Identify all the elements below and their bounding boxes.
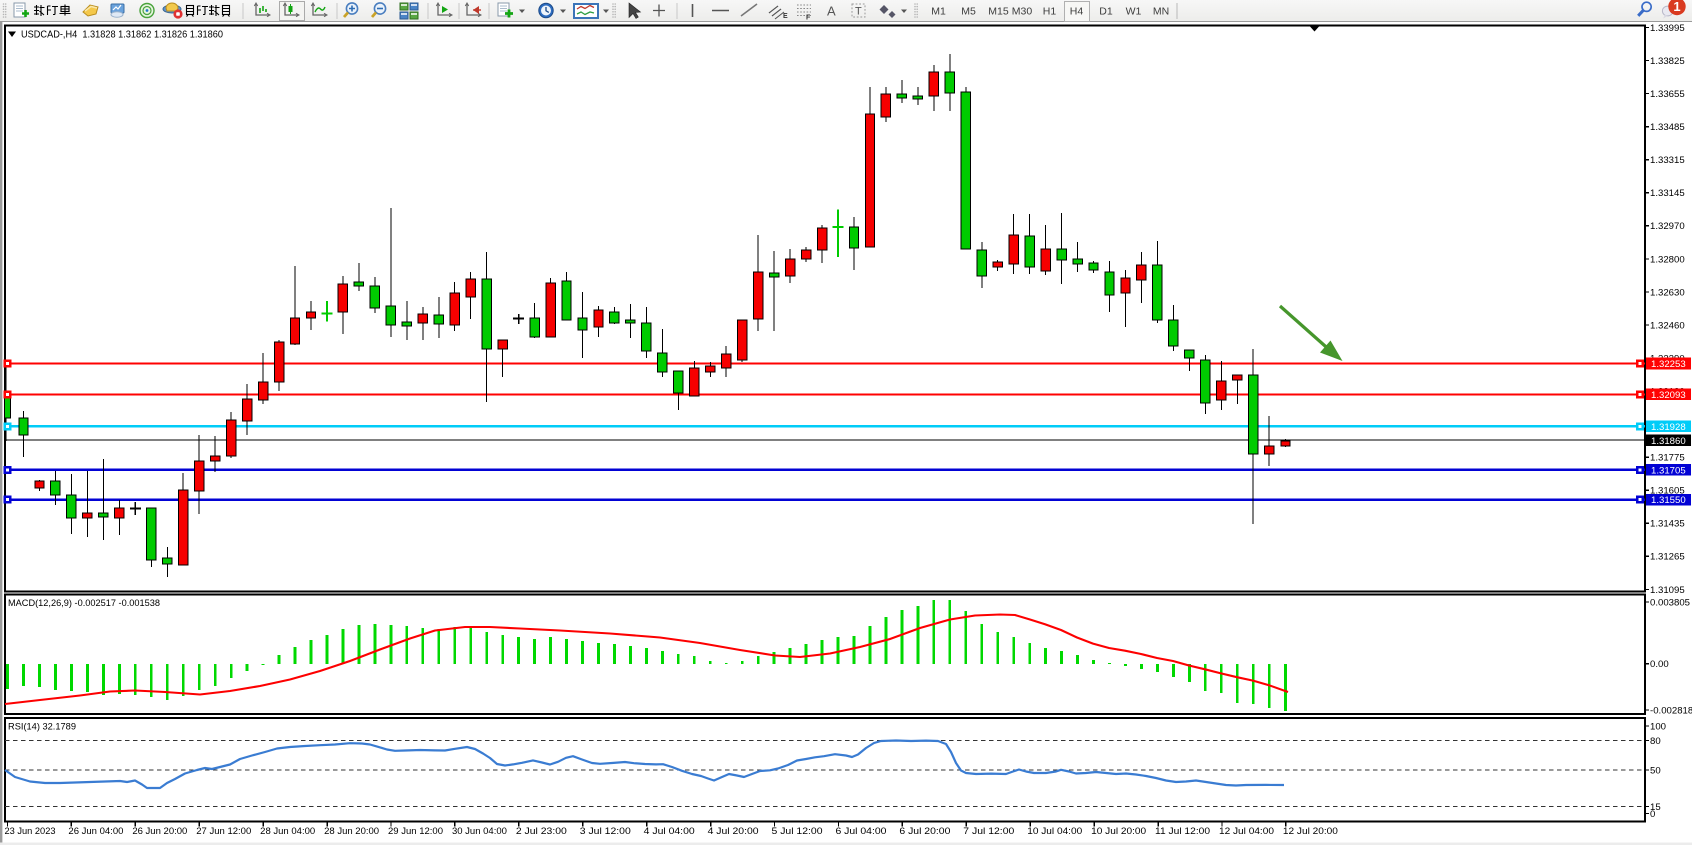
svg-text:6 Jul 04:00: 6 Jul 04:00 bbox=[835, 826, 886, 837]
svg-text:0.00: 0.00 bbox=[1650, 659, 1669, 670]
svg-text:0.003805: 0.003805 bbox=[1650, 597, 1690, 608]
svg-text:2 Jul 23:00: 2 Jul 23:00 bbox=[516, 826, 567, 837]
svg-text:1.32093: 1.32093 bbox=[1651, 390, 1686, 401]
svg-text:15: 15 bbox=[1650, 802, 1661, 813]
svg-text:RSI(14) 32.1789: RSI(14) 32.1789 bbox=[8, 722, 76, 733]
svg-text:23 Jun 2023: 23 Jun 2023 bbox=[5, 826, 56, 837]
svg-text:12 Jul 04:00: 12 Jul 04:00 bbox=[1219, 826, 1274, 837]
svg-text:MACD(12,26,9) -0.002517 -0.001: MACD(12,26,9) -0.002517 -0.001538 bbox=[8, 598, 160, 609]
svg-text:H1: H1 bbox=[1043, 6, 1057, 18]
svg-text:4 Jul 04:00: 4 Jul 04:00 bbox=[644, 826, 695, 837]
svg-text:0: 0 bbox=[1650, 809, 1655, 820]
svg-text:10 Jul 04:00: 10 Jul 04:00 bbox=[1027, 826, 1082, 837]
svg-text:E: E bbox=[783, 13, 788, 20]
svg-text:1.31265: 1.31265 bbox=[1650, 552, 1685, 563]
svg-text:USDCAD-,H4 1.31828 1.31862 1.: USDCAD-,H4 1.31828 1.31862 1.31826 1.318… bbox=[21, 30, 223, 41]
svg-text:M15: M15 bbox=[988, 6, 1009, 18]
svg-text:6 Jul 20:00: 6 Jul 20:00 bbox=[899, 826, 950, 837]
svg-text:-0.002818: -0.002818 bbox=[1650, 705, 1692, 716]
svg-text:1: 1 bbox=[1673, 0, 1680, 14]
svg-text:11 Jul 12:00: 11 Jul 12:00 bbox=[1155, 826, 1210, 837]
svg-text:80: 80 bbox=[1650, 736, 1661, 747]
svg-text:1.33655: 1.33655 bbox=[1650, 89, 1685, 100]
svg-text:12 Jul 20:00: 12 Jul 20:00 bbox=[1283, 826, 1338, 837]
svg-text:D1: D1 bbox=[1099, 6, 1113, 18]
svg-text:M30: M30 bbox=[1012, 6, 1033, 18]
svg-text:F: F bbox=[806, 15, 811, 22]
svg-text:1.32630: 1.32630 bbox=[1650, 287, 1685, 298]
svg-text:W1: W1 bbox=[1126, 6, 1142, 18]
svg-text:1.32800: 1.32800 bbox=[1650, 254, 1685, 265]
svg-text:1.32253: 1.32253 bbox=[1651, 359, 1686, 370]
svg-text:1.31775: 1.31775 bbox=[1650, 453, 1685, 464]
svg-text:27 Jun 12:00: 27 Jun 12:00 bbox=[196, 826, 251, 837]
svg-text:50: 50 bbox=[1650, 765, 1661, 776]
svg-text:10 Jul 20:00: 10 Jul 20:00 bbox=[1091, 826, 1146, 837]
svg-text:30 Jun 04:00: 30 Jun 04:00 bbox=[452, 826, 507, 837]
svg-text:1.33485: 1.33485 bbox=[1650, 122, 1685, 133]
svg-text:M1: M1 bbox=[931, 6, 946, 18]
svg-text:7 Jul 12:00: 7 Jul 12:00 bbox=[963, 826, 1014, 837]
svg-text:M5: M5 bbox=[961, 6, 976, 18]
svg-text:1.33145: 1.33145 bbox=[1650, 188, 1685, 199]
svg-text:1.31705: 1.31705 bbox=[1651, 466, 1686, 477]
svg-text:3 Jul 12:00: 3 Jul 12:00 bbox=[580, 826, 631, 837]
svg-text:28 Jun 04:00: 28 Jun 04:00 bbox=[260, 826, 315, 837]
svg-text:1.32970: 1.32970 bbox=[1650, 221, 1685, 232]
svg-text:1.33995: 1.33995 bbox=[1650, 23, 1685, 34]
svg-text:29 Jun 12:00: 29 Jun 12:00 bbox=[388, 826, 443, 837]
svg-text:1.31095: 1.31095 bbox=[1650, 585, 1685, 596]
svg-text:H4: H4 bbox=[1070, 6, 1084, 18]
svg-text:1.33825: 1.33825 bbox=[1650, 56, 1685, 67]
svg-text:1.33315: 1.33315 bbox=[1650, 155, 1685, 166]
svg-text:1.31860: 1.31860 bbox=[1651, 436, 1686, 447]
svg-text:28 Jun 20:00: 28 Jun 20:00 bbox=[324, 826, 379, 837]
svg-text:T: T bbox=[855, 6, 862, 18]
svg-text:5 Jul 12:00: 5 Jul 12:00 bbox=[772, 826, 823, 837]
svg-text:1.31435: 1.31435 bbox=[1650, 519, 1685, 530]
svg-text:1.31928: 1.31928 bbox=[1651, 422, 1686, 433]
svg-text:100: 100 bbox=[1650, 721, 1666, 732]
svg-text:MN: MN bbox=[1153, 6, 1169, 18]
svg-text:1.31605: 1.31605 bbox=[1650, 486, 1685, 497]
svg-text:26 Jun 20:00: 26 Jun 20:00 bbox=[132, 826, 187, 837]
svg-text:A: A bbox=[827, 4, 836, 19]
svg-text:26 Jun 04:00: 26 Jun 04:00 bbox=[68, 826, 123, 837]
svg-text:1.32460: 1.32460 bbox=[1650, 320, 1685, 331]
svg-text:1.31550: 1.31550 bbox=[1651, 495, 1686, 506]
svg-text:4 Jul 20:00: 4 Jul 20:00 bbox=[708, 826, 759, 837]
